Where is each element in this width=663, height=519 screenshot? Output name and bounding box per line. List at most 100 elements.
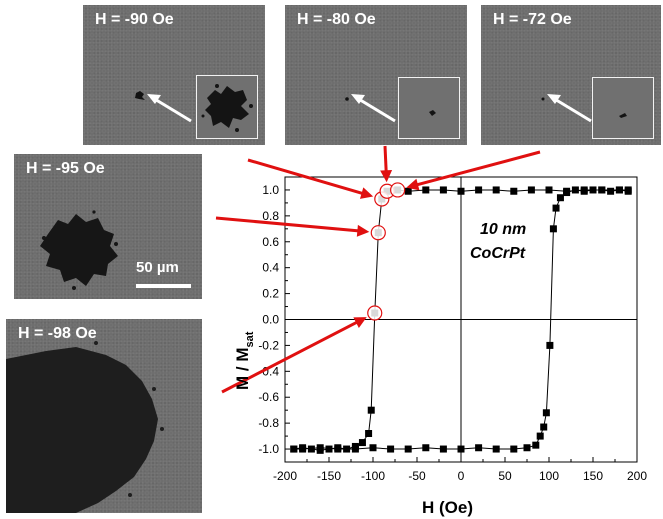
arrow-shaft (221, 319, 361, 394)
data-point (540, 423, 548, 431)
y-tick-label: -0.2 (258, 338, 279, 352)
pointer-arrow (147, 94, 192, 123)
micrograph-h-minus-80: H = -80 Oe (285, 5, 467, 145)
x-axis-label: H (Oe) (422, 498, 473, 517)
micrograph-h-minus-95: H = -95 Oe 50 µm (14, 154, 202, 299)
data-point (546, 341, 554, 349)
y-tick-label: 1.0 (262, 183, 279, 197)
micrograph-texture (14, 154, 202, 299)
arrow-h-minus-95 (215, 216, 370, 237)
arrow-head (356, 224, 370, 237)
y-tick-label: 0.2 (262, 287, 279, 301)
domain-cluster (201, 84, 253, 132)
arrow-shaft (247, 158, 366, 196)
x-tick-label: -100 (361, 469, 385, 483)
arrow-head (380, 169, 393, 183)
y-tick-label: 0.8 (262, 209, 279, 223)
y-tick-label: 0.6 (262, 235, 279, 249)
annotation-material: CoCrPt (470, 245, 526, 262)
domain-nucleus (135, 91, 145, 100)
data-point (536, 432, 544, 440)
y-tick-label: -1.0 (258, 442, 279, 456)
highlighted-point (390, 182, 406, 198)
data-point (369, 444, 377, 452)
y-tick-label: -0.6 (258, 390, 279, 404)
data-point (510, 445, 518, 453)
highlighted-points (367, 182, 406, 321)
arrow-head (353, 317, 367, 328)
magnified-inset (196, 75, 258, 139)
y-tick-label: -0.4 (258, 364, 279, 378)
data-point (492, 186, 500, 194)
highlighted-point (367, 305, 383, 321)
x-tick-label: 0 (458, 469, 465, 483)
data-point (542, 409, 550, 417)
arrow-h-minus-72 (406, 150, 541, 191)
magnified-inset (398, 77, 460, 139)
data-point (580, 187, 588, 195)
field-label: H = -80 Oe (297, 11, 376, 28)
data-point (439, 445, 447, 453)
arrow-h-minus-80 (380, 145, 393, 183)
data-point (307, 445, 315, 453)
data-point (607, 187, 615, 195)
field-label: H = -98 Oe (18, 325, 97, 342)
data-point (492, 445, 500, 453)
axis-ticks: -200 -150 -100 -50 0 50 100 150 200 1.0 0.8 0.6 0.4 0… (258, 183, 647, 483)
domain-cluster (40, 210, 118, 290)
data-point (404, 187, 412, 195)
arrow-head (406, 178, 420, 191)
x-tick-label: -200 (273, 469, 297, 483)
domain-cluster (619, 113, 627, 118)
x-tick-label: 200 (627, 469, 647, 483)
y-axis-label: M / Msat (233, 331, 256, 390)
y-axis-label-main: M / M (233, 348, 252, 391)
svg-text:M / Msat: M / Msat (233, 331, 256, 390)
data-point (299, 445, 307, 453)
data-point (316, 444, 324, 452)
data-point (457, 187, 465, 195)
field-label: H = -72 Oe (493, 11, 572, 28)
data-point (510, 187, 518, 195)
plot-area (284, 176, 638, 463)
x-tick-label: -50 (408, 469, 426, 483)
field-label: H = -95 Oe (26, 160, 105, 177)
data-point (571, 186, 579, 194)
data-point (552, 204, 560, 212)
arrow-h-minus-98 (221, 317, 367, 394)
domain-cluster (6, 341, 164, 513)
data-point (457, 445, 465, 453)
magnified-inset (592, 77, 654, 139)
domain-nucleus (541, 97, 545, 101)
micrograph-h-minus-72: H = -72 Oe (481, 5, 661, 145)
data-point (475, 186, 483, 194)
data-point (334, 445, 342, 453)
arrow-head (359, 187, 374, 199)
pointer-arrow (351, 94, 396, 123)
highlighted-point (370, 225, 386, 241)
data-point (439, 186, 447, 194)
data-point (549, 225, 557, 233)
data-point (624, 186, 632, 194)
data-point (387, 445, 395, 453)
data-point (523, 444, 531, 452)
micrograph-h-minus-98: H = -98 Oe (6, 319, 202, 513)
y-tick-label: 0.0 (262, 313, 279, 327)
domain-cluster (429, 110, 436, 116)
data-point (422, 186, 430, 194)
data-point (422, 444, 430, 452)
data-point (290, 445, 298, 453)
scale-bar-label: 50 µm (136, 259, 179, 276)
data-point (351, 445, 359, 453)
data-point (325, 445, 333, 453)
data-point (527, 186, 535, 194)
data-point (556, 194, 564, 202)
data-point (358, 439, 366, 447)
arrow-shaft (413, 150, 541, 188)
arrow-h-minus-90 (247, 158, 374, 199)
domain-nucleus (345, 97, 349, 101)
data-point (545, 186, 553, 194)
data-point (365, 430, 373, 437)
data-point (589, 186, 597, 194)
